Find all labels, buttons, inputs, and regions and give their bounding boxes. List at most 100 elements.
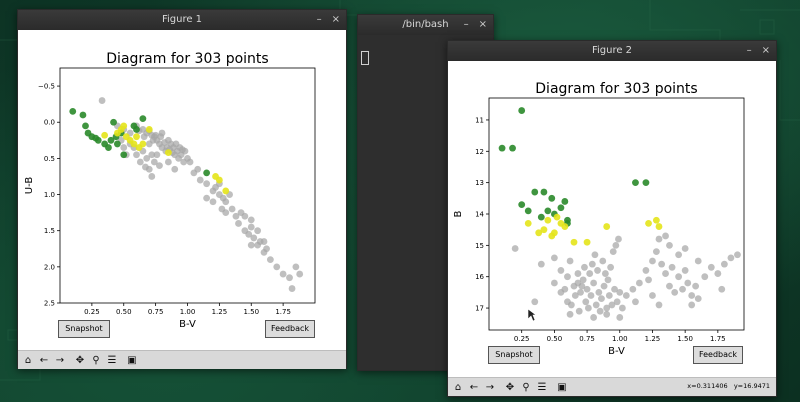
figure1-toolbar: ⌂ ← → ✥ ⚲ ☰ ▣ [18,350,346,369]
data-point [557,288,565,296]
data-point [635,279,643,287]
data-point [509,144,516,152]
data-point [688,301,696,309]
data-point [550,254,558,262]
data-point [598,295,605,303]
data-point [604,276,612,284]
close-icon[interactable]: × [331,14,340,25]
minimize-icon[interactable]: – [746,45,752,56]
zoom-icon[interactable]: ⚲ [92,354,100,366]
pan-icon[interactable]: ✥ [75,354,85,366]
configure-icon[interactable]: ☰ [107,354,117,366]
data-point [608,301,616,309]
x-tick-label: 0.75 [148,308,164,316]
y-tick-label: 16 [475,273,484,281]
data-point [595,288,603,296]
data-point [133,133,140,141]
save-icon[interactable]: ▣ [557,381,567,393]
data-point [136,158,144,166]
terminal-titlebar[interactable]: /bin/bash – × [358,15,493,35]
y-tick-label: 13 [475,179,484,187]
figure2-titlebar[interactable]: Figure 2 – × [448,41,776,61]
data-point [718,285,726,293]
data-point [603,310,611,318]
data-point [139,140,147,148]
data-point [675,251,683,259]
data-point [599,257,607,265]
y-tick-label: 2.0 [44,263,55,271]
x-tick-label: 1.00 [612,335,628,343]
data-point [655,301,663,309]
feedback-button[interactable]: Feedback [265,320,315,338]
save-icon[interactable]: ▣ [127,354,137,366]
home-icon[interactable]: ⌂ [454,381,462,393]
zoom-icon[interactable]: ⚲ [522,381,530,393]
data-point [681,245,689,252]
x-tick-label: 1.75 [275,308,291,316]
data-point [550,229,558,237]
data-point [586,270,594,277]
data-point [518,107,526,114]
data-point [557,204,565,212]
data-point [94,136,102,144]
figure1-titlebar[interactable]: Figure 1 – × [18,10,346,30]
pan-icon[interactable]: ✥ [505,381,515,393]
close-icon[interactable]: × [761,45,770,56]
data-point [79,111,87,119]
x-tick-label: 0.75 [579,335,595,343]
data-point [139,115,147,123]
data-point [228,205,236,213]
x-tick-label: 1.25 [212,308,228,316]
minimize-icon[interactable]: – [316,14,322,25]
data-point [241,212,249,220]
data-point [632,298,639,306]
y-tick-label: 0.0 [44,119,55,127]
forward-icon[interactable]: → [55,354,65,366]
data-point [540,226,548,234]
data-point [605,292,613,299]
y-tick-label: 1.5 [44,227,55,235]
close-icon[interactable]: × [478,19,487,30]
data-point [675,273,683,281]
y-tick-label: 17 [475,305,484,313]
terminal-cursor [361,51,369,65]
data-point [603,304,611,312]
y-tick-label: 12 [475,148,484,156]
data-point [110,118,117,126]
data-point [564,273,571,281]
data-point [655,235,663,243]
data-point [120,144,128,151]
data-point [707,263,715,271]
data-point [150,158,158,166]
figure1-title: Figure 1 [161,14,203,25]
y-tick-label: 0.5 [44,155,55,163]
chart-title: Diagram for 303 points [535,81,697,97]
data-point [194,165,202,173]
data-point [583,238,591,246]
x-tick-label: 1.50 [243,308,259,316]
home-icon[interactable]: ⌂ [24,354,32,366]
data-point [245,230,253,238]
feedback-button[interactable]: Feedback [693,346,743,364]
y-tick-label: 11 [475,116,484,124]
data-point [575,307,583,315]
data-point [156,162,163,170]
snapshot-button[interactable]: Snapshot [58,320,110,338]
data-point [694,295,702,303]
data-point [684,279,692,287]
back-icon[interactable]: ← [39,354,49,366]
data-point [694,257,702,265]
forward-icon[interactable]: → [485,381,495,393]
data-point [537,213,545,221]
minimize-icon[interactable]: – [463,19,469,30]
data-point [579,276,587,284]
snapshot-button[interactable]: Snapshot [488,346,540,364]
data-point [120,122,128,130]
data-point [181,147,189,155]
back-icon[interactable]: ← [469,381,479,393]
data-point [286,274,293,282]
data-point [571,292,579,299]
x-tick-label: 0.25 [84,308,100,316]
data-point [524,207,532,215]
configure-icon[interactable]: ☰ [537,381,547,393]
